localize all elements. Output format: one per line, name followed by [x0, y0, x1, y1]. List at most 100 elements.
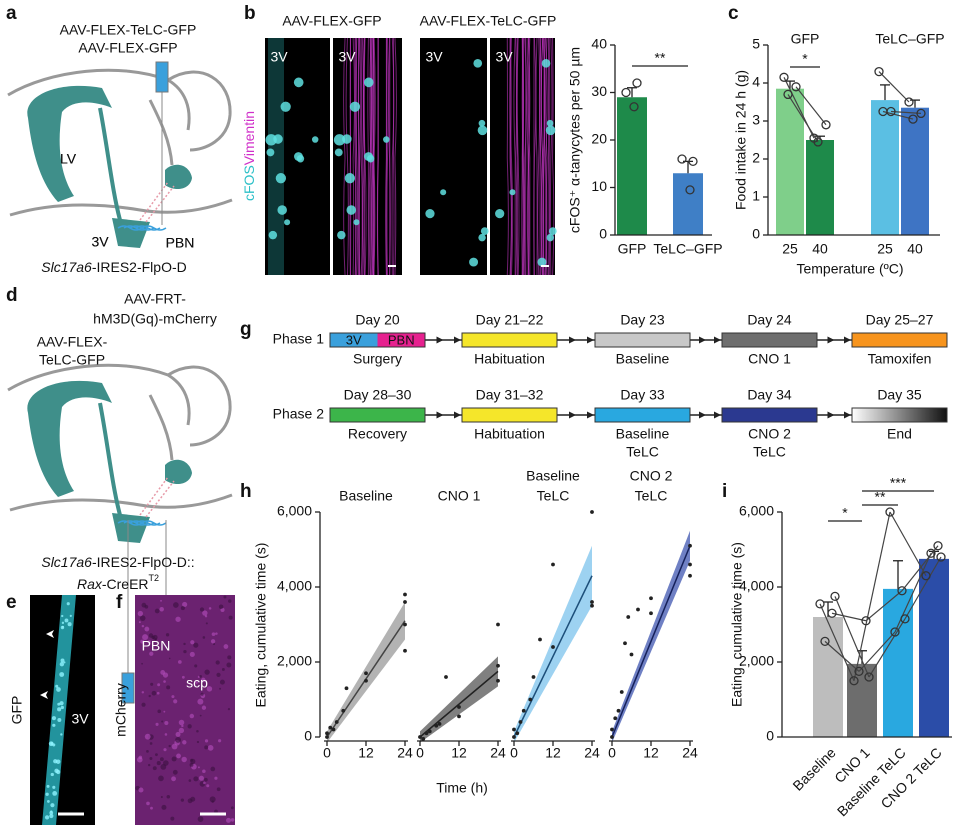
projection: [139, 476, 175, 518]
paired-line: [824, 640, 860, 672]
data-point: [331, 727, 336, 732]
mcherry-speck: [199, 607, 205, 612]
mcherry-speck: [195, 681, 198, 684]
vimentin-fiber: [526, 37, 529, 276]
timeline-box: [461, 407, 558, 423]
gfp-speck: [56, 687, 61, 692]
phase-label: Phase 2: [273, 406, 325, 422]
data-point: [820, 636, 830, 647]
vimentin-fiber: [386, 37, 389, 276]
tanycyte: [141, 225, 167, 231]
mcherry-speck: [161, 720, 164, 723]
data-point: [403, 592, 407, 597]
data-point: [403, 622, 407, 627]
cfos-nucleus: [440, 189, 447, 196]
step-label: TeLC: [626, 444, 659, 460]
brain-outline: [7, 68, 233, 217]
vector-label: TeLC-GFP: [39, 352, 105, 368]
mcherry-speck: [181, 756, 187, 763]
mcherry-speck: [175, 736, 181, 743]
data-point: [328, 725, 333, 730]
data-point: [325, 735, 329, 739]
mcherry-speck: [226, 817, 232, 823]
mcherry-speck: [196, 740, 200, 744]
ventricle-line: [98, 107, 122, 221]
cfos-nucleus: [473, 58, 483, 68]
vimentin-fiber: [343, 37, 346, 276]
cfos-nucleus: [480, 227, 489, 235]
mcherry-speck: [203, 781, 206, 785]
arrowhead: [569, 411, 576, 419]
cfos-nucleus: [349, 101, 361, 112]
gfp-speck: [55, 684, 59, 688]
x-tick-label: 12: [358, 745, 374, 761]
data-point: [916, 108, 926, 119]
gfp-speck: [52, 785, 56, 789]
panel-letter: d: [6, 285, 18, 306]
axis-label: Food intake in 24 h (g): [733, 70, 749, 210]
group-label: TeLC–GFP: [875, 31, 944, 47]
y-tick-label: 1: [752, 188, 760, 204]
data-point: [629, 102, 639, 112]
gfp-speck: [50, 772, 54, 777]
data-point: [861, 616, 871, 626]
vimentin-fiber: [355, 37, 359, 276]
paired-line: [901, 545, 939, 592]
mcherry-speck: [202, 769, 206, 774]
mcherry-speck: [141, 691, 145, 694]
data-point: [885, 507, 895, 517]
mcherry-speck: [150, 806, 153, 810]
mcherry-speck: [166, 685, 171, 690]
region-label: 3V: [338, 49, 356, 65]
mcherry-speck: [199, 714, 202, 717]
mcherry-speck: [204, 739, 209, 743]
mcherry-speck: [166, 794, 171, 799]
mcherry-speck: [163, 710, 166, 713]
x-tick-label: Baseline: [789, 744, 838, 793]
y-tick-label: 10: [591, 178, 607, 194]
mcherry-speck: [215, 632, 218, 635]
data-point: [878, 106, 888, 117]
mcherry-speck: [214, 776, 218, 780]
paired-line: [819, 603, 855, 681]
vector-label: AAV-FLEX-TeLC-GFP: [60, 22, 197, 38]
mcherry-speck: [141, 702, 146, 707]
mcherry-speck: [163, 760, 169, 766]
data-point: [496, 663, 500, 668]
mcherry-speck: [219, 687, 222, 690]
paired-line: [882, 110, 914, 120]
data-point: [813, 137, 823, 147]
mcherry-speck: [171, 776, 176, 782]
mcherry-speck: [149, 742, 153, 745]
panel-letter: g: [240, 319, 252, 340]
mcherry-speck: [149, 757, 153, 760]
mcherry-speck: [197, 766, 200, 769]
data-point: [512, 727, 516, 732]
third-ventricle: [112, 218, 150, 248]
day-label: Day 21–22: [476, 312, 544, 328]
y-tick-label: 2,000: [739, 653, 774, 669]
data-point: [403, 648, 407, 653]
mcherry-speck: [215, 660, 220, 665]
mcherry-speck: [196, 729, 199, 733]
data-point: [636, 607, 640, 612]
paired-line: [853, 511, 891, 681]
arrowhead: [569, 336, 576, 344]
gfp-speck: [60, 705, 64, 710]
y-tick-label: 30: [591, 83, 607, 99]
paired-line: [795, 86, 827, 126]
bar: [883, 588, 913, 737]
data-point: [626, 615, 631, 619]
mcherry-speck: [149, 651, 154, 656]
timeline-box: [594, 332, 691, 348]
mcherry-speck: [155, 722, 159, 726]
data-point: [590, 510, 594, 514]
region-label: LV: [60, 151, 77, 167]
gfp-speck: [59, 672, 65, 677]
region-label: LV: [60, 151, 77, 167]
step-label: Surgery: [353, 351, 402, 367]
cfos-nucleus: [265, 134, 277, 146]
paired-line: [904, 556, 942, 620]
gfp-speck: [53, 759, 58, 764]
y-tick-label: 4,000: [739, 578, 774, 594]
